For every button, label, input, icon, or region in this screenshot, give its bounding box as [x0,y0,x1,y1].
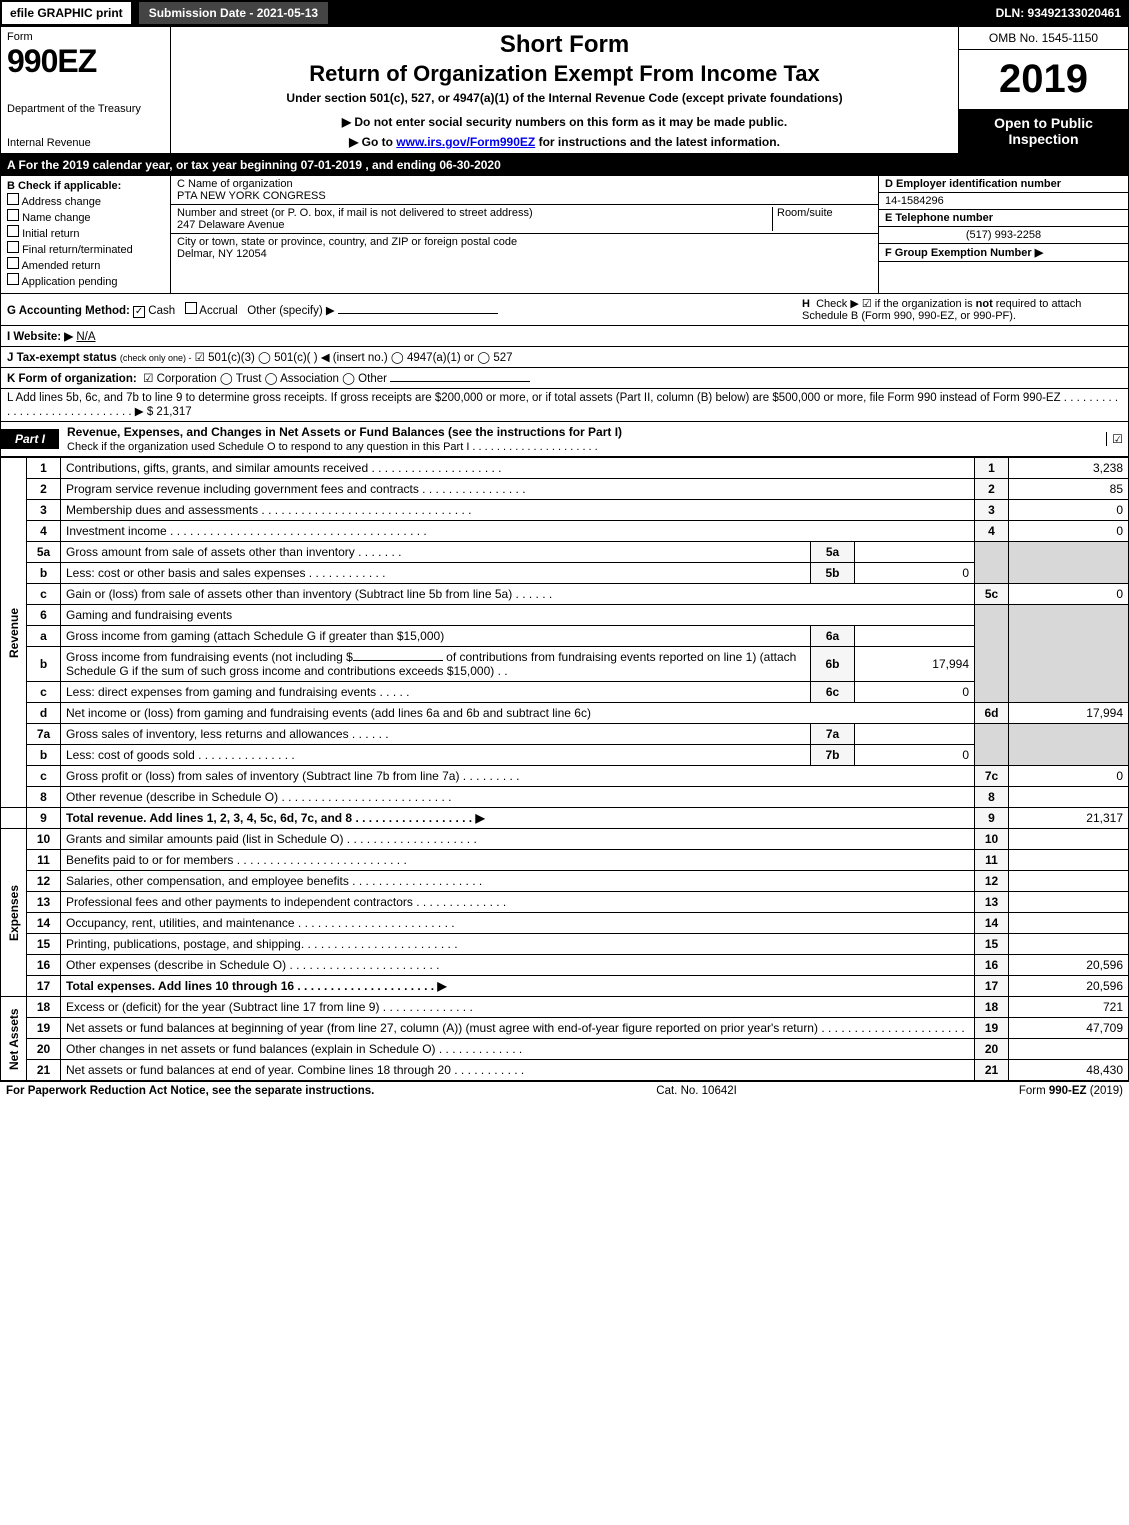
goto-line: ▶ Go to www.irs.gov/Form990EZ for instru… [179,135,950,149]
chk-address-change[interactable]: Address change [7,193,164,208]
part1-title: Revenue, Expenses, and Changes in Net As… [59,422,1106,456]
row-ref: 1 [975,458,1009,479]
c-city-row: City or town, state or province, country… [171,234,878,262]
ein-value: 14-1584296 [879,193,1128,209]
goto-post: for instructions and the latest informat… [535,135,780,149]
tax-year: 2019 [959,50,1128,109]
part1-table: Revenue 1Contributions, gifts, grants, a… [0,457,1129,1081]
chk-cash[interactable]: ✓ [133,306,145,318]
top-bar: efile GRAPHIC print Submission Date - 20… [0,0,1129,26]
org-address: 247 Delaware Avenue [177,219,772,231]
part1-sub: Check if the organization used Schedule … [67,441,598,453]
line-l: L Add lines 5b, 6c, and 7b to line 9 to … [0,389,1129,422]
chk-name-change[interactable]: Name change [7,209,164,224]
line-i: I Website: ▶ N/A [0,326,1129,347]
j-options: ☑ 501(c)(3) ◯ 501(c)( ) ◀ (insert no.) ◯… [195,352,513,364]
line-k: K Form of organization: ☑ Corporation ◯ … [0,368,1129,389]
form-header: Form 990EZ Department of the Treasury In… [0,26,1129,154]
org-name: PTA NEW YORK CONGRESS [177,190,326,202]
group-exemption-label: F Group Exemption Number ▶ [879,243,1128,262]
submission-date: Submission Date - 2021-05-13 [137,0,330,26]
dln: DLN: 93492133020461 [996,6,1129,20]
footer-left: For Paperwork Reduction Act Notice, see … [6,1085,374,1097]
k-options: ☑ Corporation ◯ Trust ◯ Association ◯ Ot… [143,373,387,385]
addr-label: Number and street (or P. O. box, if mail… [177,207,772,219]
line-a-period: A For the 2019 calendar year, or tax yea… [0,154,1129,176]
line-g-h: G Accounting Method: ✓ Cash Accrual Othe… [0,294,1129,326]
title-short-form: Short Form [179,31,950,59]
row-amt: 3,238 [1009,458,1129,479]
omb-number: OMB No. 1545-1150 [959,27,1128,50]
website-value: N/A [76,331,95,343]
col-b: B Check if applicable: Address change Na… [1,176,171,293]
col-d-e-f: D Employer identification number 14-1584… [878,176,1128,293]
chk-application-pending[interactable]: Application pending [7,273,164,288]
row-num: 1 [27,458,61,479]
subtitle: Under section 501(c), 527, or 4947(a)(1)… [179,91,950,105]
tel-value: (517) 993-2258 [879,227,1128,243]
dept-irs: Internal Revenue [7,137,164,149]
chk-accrual[interactable] [185,302,197,314]
irs-link[interactable]: www.irs.gov/Form990EZ [396,135,535,149]
open-public-box: Open to Public Inspection [959,109,1128,153]
line-j: J Tax-exempt status (check only one) - ☑… [0,347,1129,368]
j-label: J Tax-exempt status [7,352,117,364]
c-name-label: C Name of organization [177,178,326,190]
footer-form: Form 990-EZ (2019) [1019,1085,1123,1097]
c-addr-row: Number and street (or P. O. box, if mail… [171,205,878,234]
line-g: G Accounting Method: ✓ Cash Accrual Othe… [7,302,498,318]
header-mid: Short Form Return of Organization Exempt… [171,27,958,153]
tel-label: E Telephone number [879,209,1128,227]
net-assets-side-label: Net Assets [1,997,27,1081]
goto-pre: ▶ Go to [349,135,396,149]
city-label: City or town, state or province, country… [177,236,517,248]
col-c: C Name of organization PTA NEW YORK CONG… [171,176,878,293]
revenue-side-label: Revenue [1,458,27,808]
page-footer: For Paperwork Reduction Act Notice, see … [0,1081,1129,1100]
org-city: Delmar, NY 12054 [177,248,517,260]
header-left: Form 990EZ Department of the Treasury In… [1,27,171,153]
block-b-c-d: B Check if applicable: Address change Na… [0,176,1129,294]
footer-catno: Cat. No. 10642I [656,1085,737,1097]
part1-tag: Part I [1,429,59,449]
room-label: Room/suite [772,207,872,231]
chk-amended-return[interactable]: Amended return [7,257,164,272]
efile-print-button[interactable]: efile GRAPHIC print [0,0,133,26]
expenses-side-label: Expenses [1,829,27,997]
ein-label: D Employer identification number [879,176,1128,193]
c-name-row: C Name of organization PTA NEW YORK CONG… [171,176,878,205]
ssn-warning: ▶ Do not enter social security numbers o… [179,115,950,129]
part1-schedule-o-chk[interactable]: ☑ [1106,432,1128,446]
dept-treasury: Department of the Treasury [7,103,164,115]
line-h: H Check ▶ ☑ if the organization is not r… [802,297,1122,322]
header-right: OMB No. 1545-1150 2019 Open to Public In… [958,27,1128,153]
b-header: B Check if applicable: [7,180,121,192]
i-label: I Website: ▶ [7,331,73,343]
row-desc: Contributions, gifts, grants, and simila… [61,458,975,479]
form-number: 990EZ [7,43,164,80]
part1-header: Part I Revenue, Expenses, and Changes in… [0,422,1129,457]
g-label: G Accounting Method: [7,305,130,317]
title-return: Return of Organization Exempt From Incom… [179,61,950,87]
k-label: K Form of organization: [7,373,137,385]
form-label: Form [7,31,164,43]
other-specify: Other (specify) ▶ [247,305,334,317]
chk-initial-return[interactable]: Initial return [7,225,164,240]
chk-final-return[interactable]: Final return/terminated [7,241,164,256]
